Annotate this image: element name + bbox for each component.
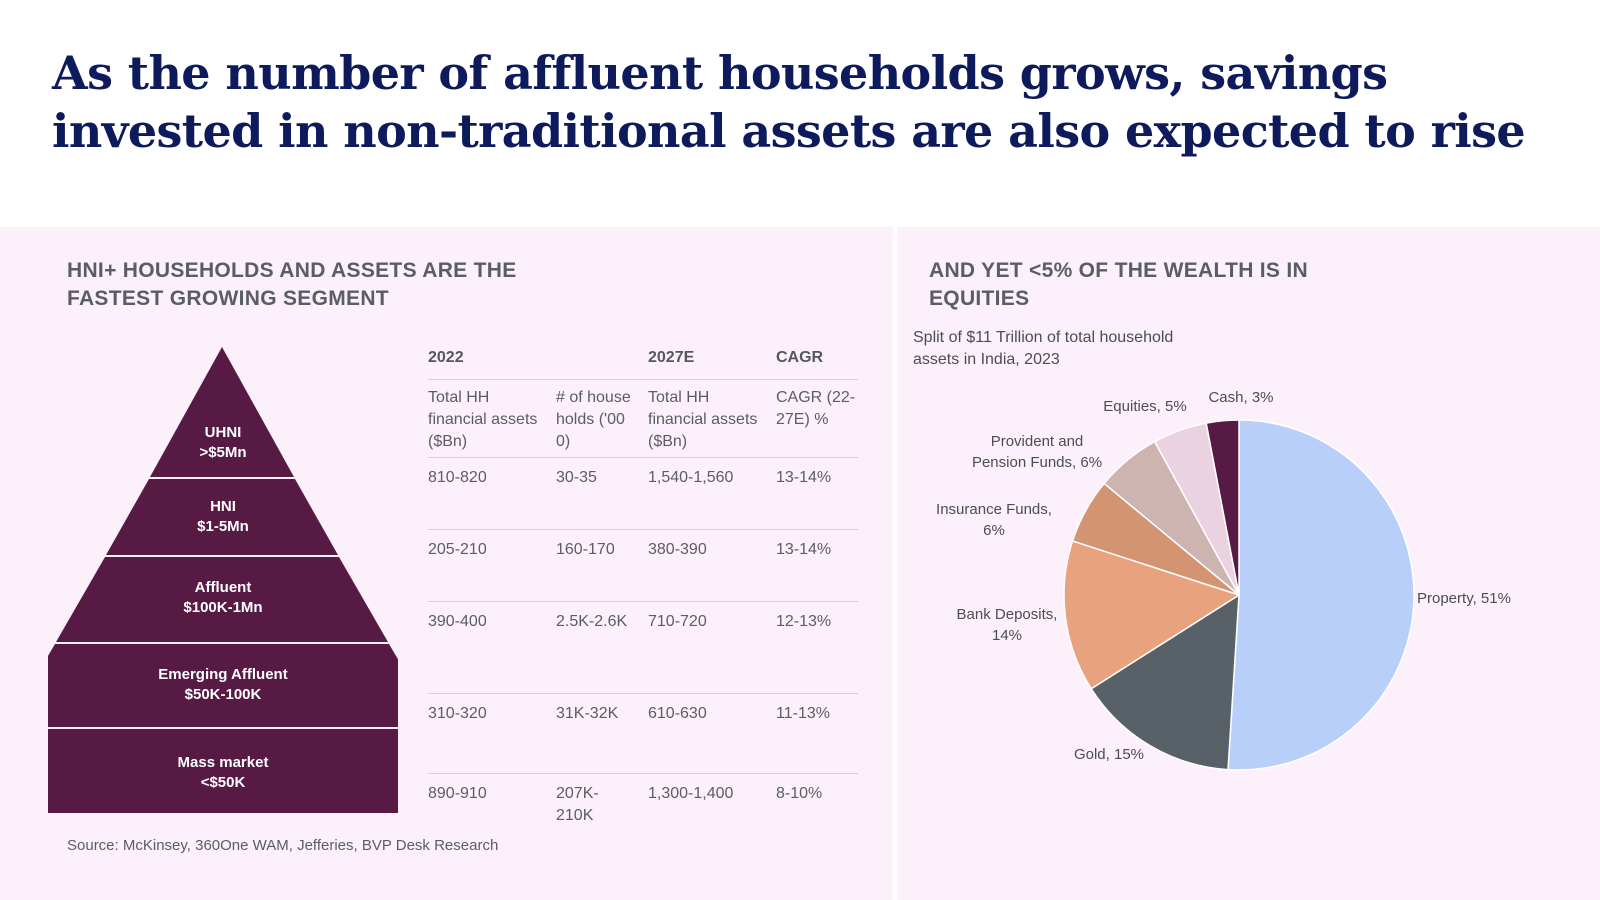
segment-name: HNI — [210, 498, 236, 515]
wealth-panel-title: AND YET <5% OF THE WEALTH IS IN EQUITIES — [929, 259, 1308, 310]
pie-slice-bank-deposits — [1063, 539, 1241, 690]
table-cell: 12-13% — [776, 613, 832, 630]
segment-name: Emerging Affluent — [158, 666, 288, 683]
table-row: 205-210 160-170 380-390 13-14% — [428, 531, 858, 602]
table-cell: 390-400 — [428, 613, 487, 630]
table-cell: 710-720 — [648, 613, 707, 630]
table-cell: 205-210 — [428, 541, 487, 558]
table-group-header: 2022 2027E CAGR — [428, 345, 858, 380]
table-cell: 11-13% — [776, 705, 830, 722]
pyramid-labels: UHNI >$5Mn HNI $1-5Mn Affluent $100K-1Mn… — [48, 347, 398, 813]
segment-label-emerging-affluent: Emerging Affluent $50K-100K — [123, 665, 323, 705]
pie-label: Insurance Funds, 6% — [936, 501, 1052, 539]
pie-slice-cash — [1205, 419, 1240, 596]
pie-label: Equities, 5% — [1103, 398, 1186, 415]
header-cagr: CAGR — [776, 349, 824, 366]
segment-label-mass-market: Mass market <$50K — [123, 753, 323, 793]
segment-range: <$50K — [200, 774, 246, 791]
pyramid-tier-affluent — [56, 557, 388, 642]
column-header: # of households ('000) — [556, 389, 631, 450]
header-2027e: 2027E — [648, 349, 695, 366]
table-cell: 30-35 — [556, 469, 597, 486]
table-cell: 2.5K-2.6K — [556, 613, 628, 630]
segment-name: Affluent — [194, 579, 252, 596]
table-row: 390-400 2.5K-2.6K 710-720 12-13% — [428, 603, 858, 694]
header-2022: 2022 — [428, 349, 464, 366]
pyramid-tier-hni — [106, 479, 338, 555]
table-cell: 380-390 — [648, 541, 707, 558]
pie-label: Property, 51% — [1417, 590, 1511, 607]
table-cell: 1,540-1,560 — [648, 469, 734, 486]
wealth-split-panel: AND YET <5% OF THE WEALTH IS IN EQUITIES… — [897, 227, 1600, 900]
table-row: 810-820 30-35 1,540-1,560 13-14% — [428, 459, 858, 530]
segment-pyramid — [48, 347, 398, 813]
segment-range: $50K-100K — [184, 686, 262, 703]
table-cell: 890-910 — [428, 785, 487, 802]
pyramid-tier-uhni — [150, 347, 294, 477]
pie-label: Cash, 3% — [1208, 389, 1273, 406]
segment-label-affluent: Affluent $100K-1Mn — [123, 578, 323, 618]
households-panel: HNI+ HOUSEHOLDS AND ASSETS ARE THE FASTE… — [0, 227, 893, 900]
table-row: 310-320 31K-32K 610-630 11-13% — [428, 695, 858, 774]
table-cell: 13-14% — [776, 541, 832, 558]
segment-name: UHNI — [204, 424, 242, 441]
segment-range: $100K-1Mn — [183, 599, 263, 616]
asset-split-pie-chart: Property, 51% Gold, 15% Bank Deposits, 14% I… — [936, 389, 1511, 771]
pie-label: Bank Deposits, 14% — [957, 606, 1058, 644]
segment-label-uhni: UHNI >$5Mn — [148, 423, 298, 463]
table-cell: 610-630 — [648, 705, 707, 722]
pie-label: Provident and Pension Funds, 6% — [972, 433, 1102, 471]
pie-slice-gold — [1090, 593, 1240, 771]
table-column-header: Total HH financial assets ($Bn) # of hou… — [428, 381, 858, 458]
segment-name: Mass market — [177, 754, 269, 771]
source-note: Source: McKinsey, 360One WAM, Jefferies,… — [67, 837, 499, 854]
pyramid-tier-emerging-affluent — [48, 644, 398, 727]
segment-label-hni: HNI $1-5Mn — [148, 497, 298, 537]
pie-slice-property — [1227, 419, 1415, 771]
table-cell: 8-10% — [776, 785, 823, 802]
table-cell: 207K-210K — [556, 785, 599, 824]
table-cell: 13-14% — [776, 469, 832, 486]
pyramid-tier-mass-market — [48, 729, 398, 813]
segment-range: >$5Mn — [199, 444, 247, 461]
column-header: Total HH financial assets ($Bn) — [648, 389, 758, 450]
column-header: CAGR (22-27E) % — [776, 389, 856, 428]
segment-range: $1-5Mn — [197, 518, 249, 535]
column-header: Total HH financial assets ($Bn) — [428, 389, 538, 450]
page-title: As the number of affluent households gro… — [52, 46, 1526, 158]
table-cell: 810-820 — [428, 469, 487, 486]
pie-subtitle: Split of $11 Trillion of total household… — [913, 329, 1174, 368]
table-cell: 310-320 — [428, 705, 487, 722]
table-row: 890-910 207K-210K 1,300-1,400 8-10% — [428, 775, 858, 835]
pie-label: Gold, 15% — [1074, 746, 1144, 763]
table-cell: 160-170 — [556, 541, 615, 558]
households-panel-title: HNI+ HOUSEHOLDS AND ASSETS ARE THE FASTE… — [67, 259, 517, 310]
table-cell: 1,300-1,400 — [648, 785, 734, 802]
table-cell: 31K-32K — [556, 705, 619, 722]
